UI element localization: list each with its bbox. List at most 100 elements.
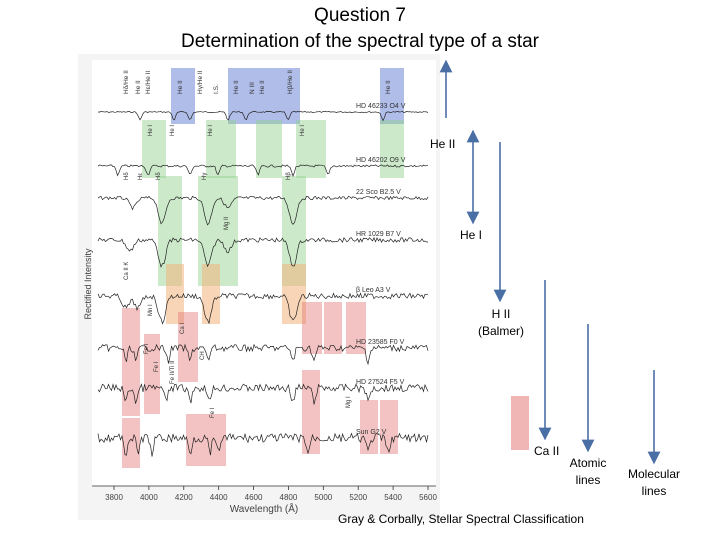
star-label: β Leo A3 V [356,287,391,294]
top-line-label: N III [249,82,256,94]
line-label: Fe I [210,407,216,418]
annotation-h2: H II (Balmer) [474,306,528,340]
annotation-molecular-line2: lines [641,484,667,498]
spectrum-line [97,292,429,325]
top-line-labels: Hδ/He II He II Hε/He II He II Hγ/He II I.S. He… [123,70,392,94]
spectrum-line [97,383,429,405]
line-label: Ca I [180,323,186,334]
line-label: He I [148,125,154,136]
highlight-he1-4922 [296,120,326,178]
star-labels: HD 46233 O4 V HD 46202 O9 V 22 Sco B2.5 V H… [356,103,406,436]
spectrum-line [97,164,429,178]
annotation-atomic-line1: Atomic [569,456,607,470]
star-label: HD 23585 F0 V [356,339,405,346]
x-tick-label: 4000 [140,493,158,502]
line-label: He I [208,125,214,136]
line-label: Hβ [286,172,292,180]
y-axis-label: Rectified Intensity [83,248,93,320]
x-tick-label: 4600 [245,493,263,502]
line-label: Hδ [124,172,130,180]
spectral-sequence-figure: HD 46233 O4 V HD 46202 O9 V 22 Sco B2.5 V H… [78,54,440,520]
line-label: Hδ [156,172,162,180]
spectra-group [97,111,429,457]
spectrum-line [97,343,429,366]
star-label: HD 27524 F5 V [356,379,405,386]
x-axis-label: Wavelength (Å) [230,502,299,515]
highlight-he2-4200 [171,68,195,124]
red-legend-box [511,396,529,450]
x-tick-label: 4400 [210,493,228,502]
line-label: Fe I [154,361,160,372]
highlight-red-mg-1 [302,302,322,354]
x-tick-label: 4200 [175,493,193,502]
line-label: Ca II K [124,262,130,280]
spectrum-line [97,432,429,457]
highlight-boxes [122,68,404,468]
top-line-label: He II [135,80,142,94]
line-label: Fe II/Ti II [170,360,176,384]
line-label: Mn I [148,304,154,316]
line-label: CH [200,351,206,360]
title-line-1: Question 7 [314,5,406,26]
highlight-orange-3 [282,264,306,324]
highlight-he1-4471 [206,120,236,178]
highlight-he1-4026 [142,120,166,178]
annotation-atomic-lines: Atomic lines [562,455,614,489]
inner-line-labels: He I He I He I He I Hδ Hγ Hβ Hε Hδ Mg II Ca II K Fe… [124,125,352,418]
x-tick-label: 5400 [384,493,402,502]
annotation-molecular-lines: Molecular lines [620,466,688,500]
spectrum-line [97,195,429,226]
top-line-label: Hβ/He II [287,70,294,94]
highlight-ca2-k [122,308,140,416]
x-axis-ticks: 3800 4000 4200 4400 4600 4800 5000 5200 5400 5600 [105,486,437,502]
highlight-orange-1 [166,264,184,324]
x-tick-label: 5000 [314,493,332,502]
line-label: Mg II [224,216,230,230]
annotation-he2: He II [430,137,456,151]
spectrum-line [97,236,429,268]
top-line-label: I.S. [213,84,220,94]
top-line-label: Hε/He II [145,71,152,94]
x-tick-label: 3800 [105,493,123,502]
star-label: HD 46233 O4 V [356,103,406,110]
x-tick-label: 5200 [349,493,367,502]
star-label: Sun G2 V [356,429,387,436]
annotation-h2-line1: H II [491,307,511,321]
highlight-he2-5411 [380,68,404,124]
annotation-h2-line2: (Balmer) [477,324,524,338]
top-line-label: He II [385,80,392,94]
top-line-label: Hγ/He II [197,70,204,94]
plot-area [92,60,436,486]
star-label: HD 46202 O9 V [356,157,406,164]
line-label: He I [300,125,306,136]
highlight-fe1-4046 [144,334,160,414]
annotation-he1: He I [460,228,483,242]
annotation-ca2: Ca II [534,444,560,458]
top-line-label: Hδ/He II [123,70,130,94]
star-label: 22 Sco B2.5 V [356,189,401,196]
annotation-molecular-line1: Molecular [627,467,681,481]
line-label: He I [170,125,176,136]
title-line-2: Determination of the spectral type of a … [180,31,539,52]
spectrum-line [97,111,429,122]
star-label: HR 1029 B7 V [356,231,401,238]
annotation-atomic-line2: lines [575,473,601,487]
top-line-label: He II [259,80,266,94]
line-label: Hγ [202,173,208,180]
highlight-orange-2 [202,264,220,324]
x-tick-label: 4800 [280,493,298,502]
highlight-red-mg-3 [346,302,366,354]
line-label: Hε [138,173,144,180]
highlight-red-5328 [380,400,398,454]
top-line-label: He II [233,80,240,94]
x-tick-label: 5600 [419,493,437,502]
highlight-red-mg-2 [324,302,342,354]
highlight-he1-5015 [380,120,404,178]
credit-text: Gray & Corbally, Stellar Spectral Classi… [338,512,584,526]
top-line-label: He II [177,80,184,94]
line-label: Mg I [346,396,352,408]
highlight-mg1 [302,370,320,454]
line-label: Fe I [144,343,150,354]
highlight-ca1 [178,312,198,382]
